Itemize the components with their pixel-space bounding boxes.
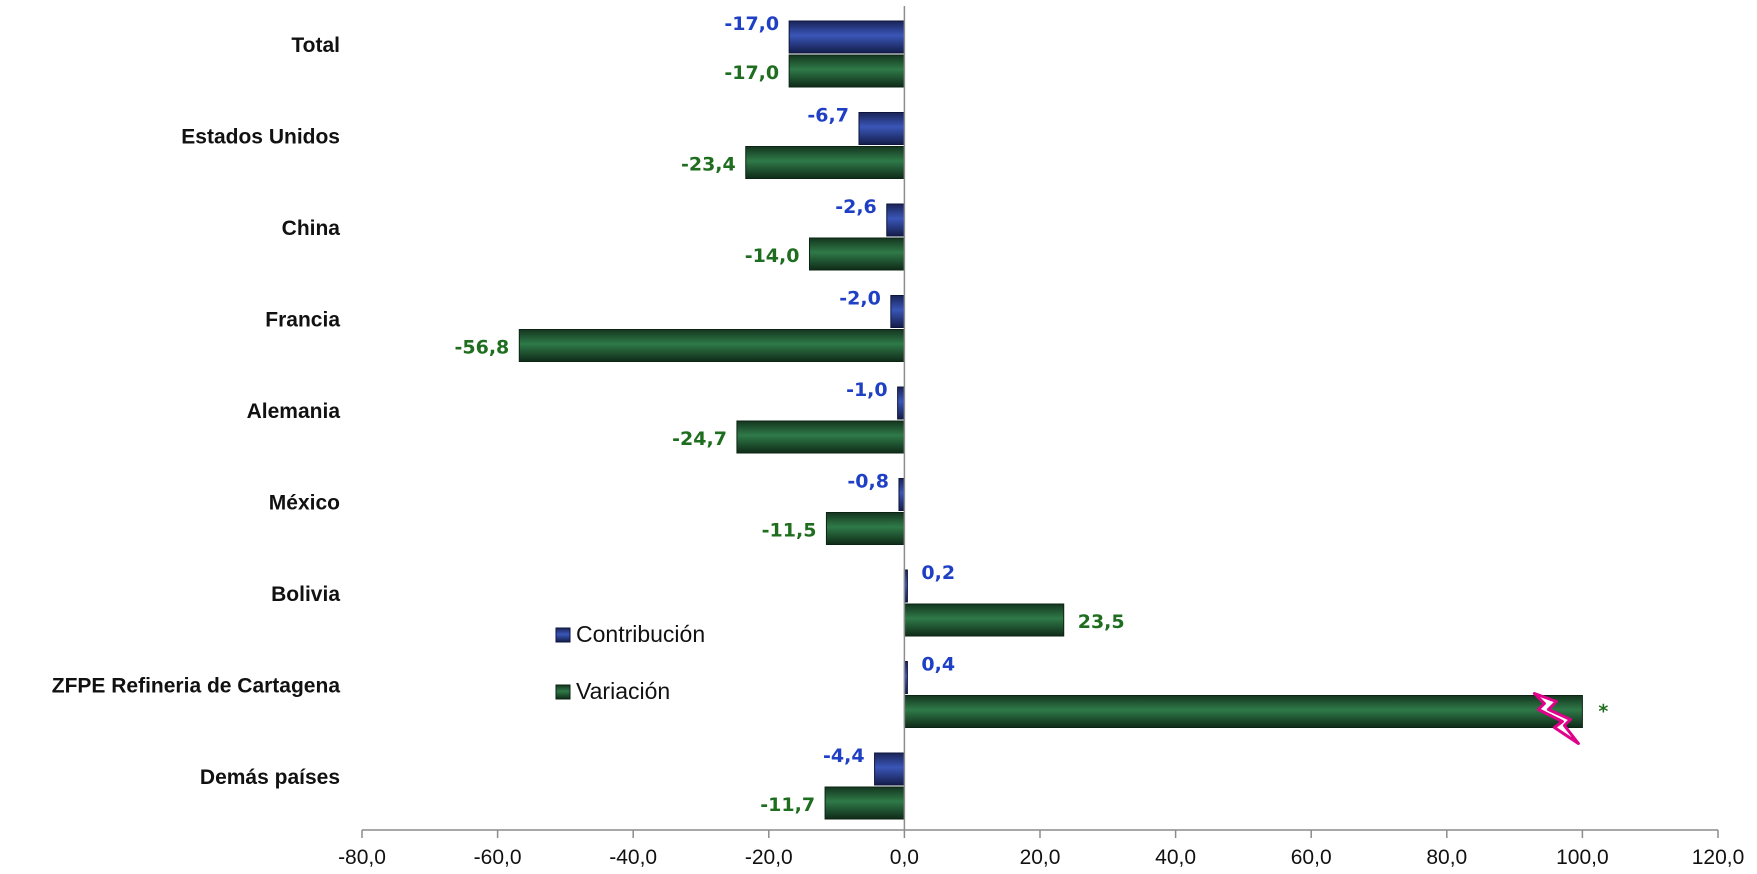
x-tick-label: 60,0 [1291, 846, 1332, 869]
x-tick-label: 100,0 [1556, 846, 1609, 869]
x-tick-label: -60,0 [474, 846, 522, 869]
bar-contribucion-alemania [897, 386, 905, 420]
bar-contribucion-total [788, 20, 905, 54]
bar-variacion-china [808, 237, 905, 271]
data-label-contribucion-china: -2,6 [835, 196, 877, 218]
x-tick-label: -80,0 [338, 846, 386, 869]
bar-contribucion-china [886, 203, 905, 237]
legend-label-variacion: Variación [576, 678, 670, 704]
data-label-variacion-total: -17,0 [724, 62, 779, 84]
data-label-contribucion-demas-paises: -4,4 [823, 745, 865, 767]
bar-contribucion-estados-unidos [858, 112, 905, 145]
bar-variacion-total [788, 54, 905, 88]
category-label-francia: Francia [265, 309, 340, 332]
bar-variacion-zfpe-refineria-de-cartagena [903, 695, 1583, 728]
category-label-total: Total [291, 34, 340, 57]
x-tick-label: 120,0 [1692, 846, 1745, 869]
category-label-alemania: Alemania [247, 400, 341, 423]
legend-swatch-contribucion [555, 627, 571, 643]
bar-variacion-alemania [736, 420, 905, 454]
data-label-contribucion-total: -17,0 [724, 13, 779, 35]
data-label-contribucion-bolivia: 0,2 [921, 562, 955, 584]
category-label-demas-paises: Demás países [200, 766, 340, 789]
axis-break-marker [1532, 692, 1580, 745]
legend-label-contribucion: Contribución [576, 621, 705, 647]
x-tick-label: 20,0 [1020, 846, 1061, 869]
x-tick-label: 80,0 [1426, 846, 1467, 869]
x-tick-label: -40,0 [609, 846, 657, 869]
data-label-contribucion-francia: -2,0 [839, 288, 881, 310]
data-label-variacion-bolivia: 23,5 [1078, 611, 1125, 633]
data-label-contribucion-zfpe-refineria-de-cartagena: 0,4 [921, 654, 955, 676]
data-label-contribucion-estados-unidos: -6,7 [807, 105, 849, 127]
bar-variacion-estados-unidos [745, 146, 905, 179]
x-tick-label: 40,0 [1155, 846, 1196, 869]
bar-contribucion-demas-paises [874, 752, 905, 786]
legend-swatch-variacion [555, 684, 571, 700]
bar-variacion-demas-paises [824, 786, 905, 820]
x-tick-label: 0,0 [890, 846, 919, 869]
bar-contribucion-francia [890, 295, 905, 328]
category-label-zfpe-refineria-de-cartagena: ZFPE Refineria de Cartagena [52, 675, 341, 698]
data-label-contribucion-alemania: -1,0 [846, 379, 888, 401]
category-label-china: China [282, 217, 341, 240]
data-label-variacion-estados-unidos: -23,4 [681, 154, 736, 176]
bar-variacion-mexico [825, 512, 905, 545]
data-label-variacion-demas-paises: -11,7 [760, 794, 815, 816]
bar-variacion-bolivia [903, 603, 1065, 637]
annotation-asterisk: * [1598, 701, 1608, 723]
data-label-contribucion-mexico: -0,8 [847, 471, 889, 493]
category-label-bolivia: Bolivia [271, 583, 340, 606]
x-tick-label: -20,0 [745, 846, 793, 869]
category-label-estados-unidos: Estados Unidos [181, 126, 340, 149]
data-label-variacion-china: -14,0 [745, 245, 800, 267]
category-label-mexico: México [269, 492, 340, 515]
data-label-variacion-mexico: -11,5 [762, 520, 817, 542]
bar-contribucion-mexico [898, 478, 905, 511]
bar-variacion-francia [518, 329, 905, 362]
data-label-variacion-alemania: -24,7 [672, 428, 727, 450]
data-label-variacion-francia: -56,8 [455, 337, 510, 359]
